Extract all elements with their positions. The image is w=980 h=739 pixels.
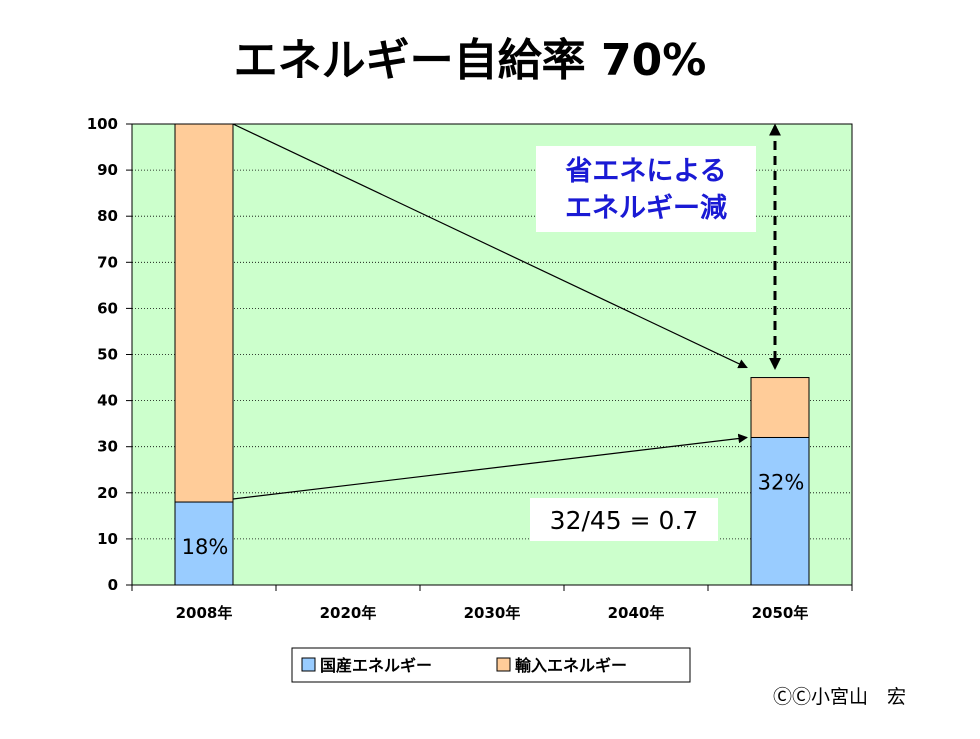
- x-tick-label-4: 2050年: [752, 604, 809, 622]
- y-tick-label-10: 10: [97, 530, 118, 548]
- y-tick-label-90: 90: [97, 161, 118, 179]
- data-label-2050年: 32%: [758, 470, 805, 494]
- y-axis: 0 10 20 30 40 50 60 70 80 90 100: [87, 115, 132, 594]
- data-label-2008年: 18%: [182, 535, 229, 559]
- x-tick-label-0: 2008年: [176, 604, 233, 622]
- x-axis: 2008年 2020年 2030年 2040年 2050年: [131, 585, 853, 622]
- legend-label-domestic: 国産エネルギー: [320, 656, 432, 675]
- y-tick-label-80: 80: [97, 207, 118, 225]
- legend-swatch-domestic: [301, 657, 316, 672]
- ratio-label: 32/45 = 0.7: [550, 506, 699, 535]
- x-tick-label-2: 2030年: [464, 604, 521, 622]
- y-tick-label-0: 0: [108, 576, 118, 594]
- y-tick-label-60: 60: [97, 299, 118, 317]
- x-tick-label-1: 2020年: [320, 604, 377, 622]
- bar-2050年-輸入エネルギー: [750, 377, 810, 438]
- energy-saving-annotation: 省エネによる エネルギー減: [536, 146, 756, 232]
- y-tick-label-20: 20: [97, 484, 118, 502]
- y-tick-label-40: 40: [97, 392, 118, 410]
- legend-box: [291, 647, 691, 683]
- energy-saving-line-2: エネルギー減: [565, 193, 727, 224]
- bar-2050年-国産エネルギー: [750, 436, 810, 586]
- energy-saving-annotation-box: [536, 146, 756, 232]
- trend-arrow-domestic: [232, 433, 748, 500]
- legend-label-imported: 輸入エネルギー: [515, 656, 627, 675]
- y-tick-label-100: 100: [87, 115, 118, 133]
- trend-arrow-total: [232, 123, 748, 369]
- y-tick-label-50: 50: [97, 346, 118, 364]
- x-tick-label-3: 2040年: [608, 604, 665, 622]
- y-tick-label-30: 30: [97, 438, 118, 456]
- y-tick-label-70: 70: [97, 253, 118, 271]
- ratio-annotation-box: [530, 498, 718, 541]
- legend: 国産エネルギー 輸入エネルギー: [291, 647, 691, 683]
- legend-swatch-imported: [496, 657, 511, 672]
- copyright-text: ⒸⒸ小宮山 宏: [773, 686, 906, 708]
- ratio-annotation: 32/45 = 0.7: [530, 498, 718, 541]
- bars: 18% 32%: [174, 123, 810, 586]
- energy-saving-line-1: 省エネによる: [565, 156, 726, 187]
- chart-title: エネルギー自給率 70%: [234, 35, 707, 86]
- bar-2008年-国産エネルギー: [174, 501, 234, 586]
- bar-2008年-輸入エネルギー: [174, 123, 234, 503]
